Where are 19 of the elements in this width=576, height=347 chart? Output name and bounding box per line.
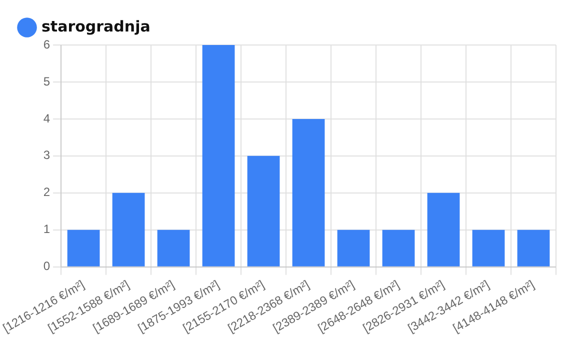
y-tick-label: 1 (43, 222, 50, 236)
y-tick-label: 3 (43, 148, 50, 162)
y-tick-label: 4 (43, 111, 50, 126)
y-tick-label: 0 (43, 259, 50, 274)
bar (202, 45, 235, 266)
y-tick-label: 5 (43, 74, 50, 88)
bar (157, 230, 190, 266)
y-tick-label: 6 (43, 37, 50, 52)
bar (427, 192, 460, 266)
legend-label: starogradnja (42, 17, 150, 36)
y-tick-label: 2 (43, 185, 50, 200)
bar (382, 230, 415, 266)
bar (247, 156, 280, 266)
bar (337, 230, 370, 266)
bar (517, 230, 550, 266)
bar (292, 118, 325, 266)
bar (472, 230, 505, 266)
bar (67, 230, 100, 266)
bar (112, 192, 145, 266)
